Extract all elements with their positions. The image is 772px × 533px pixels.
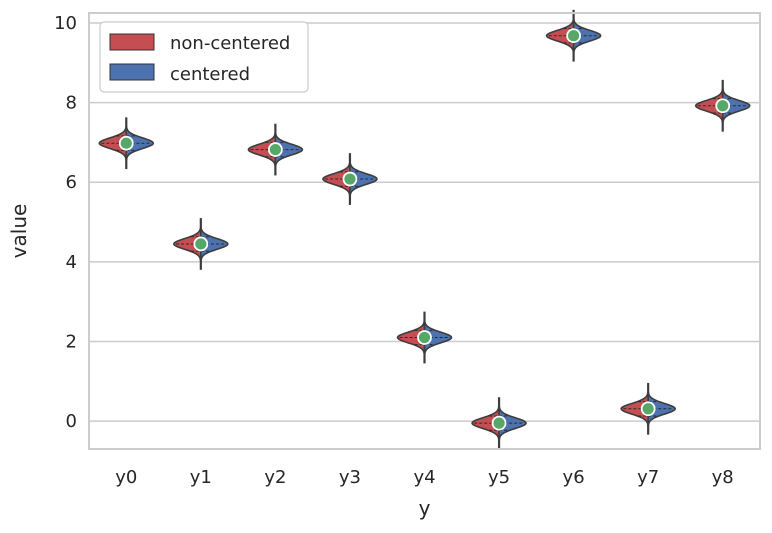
mean-marker — [267, 142, 283, 157]
violin-half-centered — [200, 227, 229, 261]
violin-y3 — [322, 153, 378, 205]
mean-marker — [342, 171, 358, 187]
y-tick-label: 6 — [66, 172, 77, 193]
x-tick-label: y8 — [712, 467, 734, 488]
x-tick-label: y1 — [190, 467, 212, 488]
x-tick-label: y7 — [637, 467, 659, 488]
x-axis-label: y — [419, 496, 431, 520]
x-tick-label: y6 — [563, 467, 585, 488]
violin-half-centered — [498, 406, 527, 440]
violin-half-centered — [274, 132, 304, 167]
mean-marker — [566, 28, 582, 44]
violin-y4 — [396, 311, 453, 364]
mean-marker — [193, 236, 209, 252]
legend-label-non-centered: non-centered — [170, 33, 290, 54]
y-tick-label: 0 — [66, 411, 77, 432]
violins — [98, 9, 751, 449]
legend-label-centered: centered — [170, 64, 250, 85]
mean-marker — [491, 415, 507, 431]
mean-marker — [118, 135, 134, 151]
violin-y8 — [694, 79, 751, 132]
plot-frame — [88, 12, 761, 450]
mean-marker — [417, 330, 432, 345]
legend: non-centered centered — [99, 21, 309, 93]
legend-swatch-non-centered — [109, 33, 155, 51]
violin-y2 — [247, 123, 304, 176]
x-tick-label: y5 — [488, 467, 510, 488]
y-tick-label: 8 — [66, 93, 77, 114]
violin-half-centered — [647, 392, 677, 426]
x-tick-label: y0 — [115, 467, 137, 488]
x-axis-ticks: y0 y1 y2 y3 y4 y5 y6 y7 y8 — [115, 467, 734, 488]
violin-y5 — [471, 397, 527, 449]
violin-half-centered — [423, 320, 453, 355]
y-tick-label: 10 — [54, 13, 77, 34]
violin-half-centered — [721, 89, 751, 123]
x-tick-label: y2 — [264, 467, 286, 488]
violin-half-centered — [572, 18, 602, 53]
violin-y0 — [98, 117, 155, 170]
y-axis-label: value — [7, 204, 31, 259]
violin-half-centered — [125, 126, 155, 160]
mean-marker — [715, 98, 731, 114]
violin-y6 — [545, 9, 602, 62]
mean-marker — [640, 401, 656, 417]
x-tick-label: y3 — [339, 467, 361, 488]
violin-y1 — [172, 218, 229, 270]
y-tick-label: 2 — [66, 331, 77, 352]
y-tick-label: 4 — [66, 252, 77, 273]
y-axis-ticks: 0 2 4 6 8 10 — [54, 13, 77, 432]
legend-swatch-centered — [109, 63, 155, 81]
x-tick-label: y4 — [413, 467, 435, 488]
violin-half-centered — [349, 162, 378, 196]
violin-y7 — [620, 382, 677, 435]
